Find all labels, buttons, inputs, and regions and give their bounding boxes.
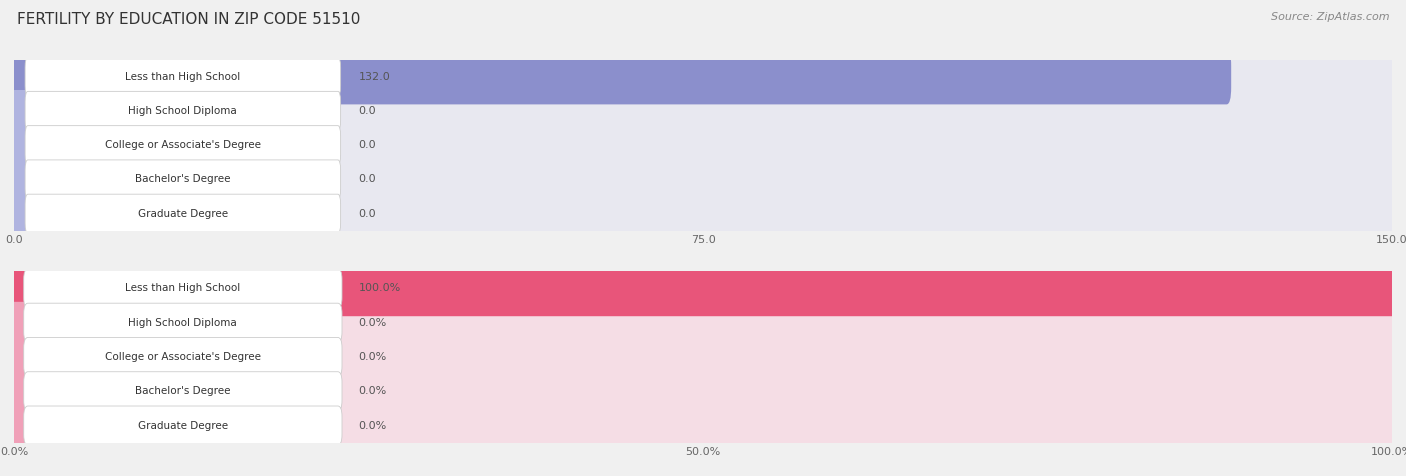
Bar [14, 374, 1392, 408]
FancyBboxPatch shape [25, 160, 340, 199]
Text: 0.0: 0.0 [359, 174, 377, 185]
FancyBboxPatch shape [10, 83, 1396, 139]
FancyBboxPatch shape [7, 261, 1399, 316]
FancyBboxPatch shape [25, 57, 340, 96]
Text: College or Associate's Degree: College or Associate's Degree [105, 352, 262, 362]
FancyBboxPatch shape [24, 406, 342, 445]
FancyBboxPatch shape [11, 124, 51, 166]
FancyBboxPatch shape [10, 49, 1232, 104]
Bar [14, 408, 1392, 443]
Bar [14, 162, 1392, 197]
FancyBboxPatch shape [7, 261, 1399, 316]
FancyBboxPatch shape [11, 193, 51, 235]
FancyBboxPatch shape [10, 152, 1396, 207]
FancyBboxPatch shape [7, 295, 1399, 350]
Text: High School Diploma: High School Diploma [128, 317, 238, 328]
Bar [14, 197, 1392, 231]
Bar [14, 340, 1392, 374]
Bar [14, 94, 1392, 128]
Text: 132.0: 132.0 [359, 71, 391, 82]
FancyBboxPatch shape [10, 336, 52, 378]
Text: Graduate Degree: Graduate Degree [138, 420, 228, 431]
FancyBboxPatch shape [25, 126, 340, 165]
FancyBboxPatch shape [24, 337, 342, 377]
FancyBboxPatch shape [25, 194, 340, 233]
Text: Bachelor's Degree: Bachelor's Degree [135, 174, 231, 185]
FancyBboxPatch shape [24, 372, 342, 411]
Text: 0.0: 0.0 [359, 140, 377, 150]
Text: College or Associate's Degree: College or Associate's Degree [105, 140, 262, 150]
Bar [14, 271, 1392, 306]
FancyBboxPatch shape [11, 159, 51, 200]
FancyBboxPatch shape [10, 49, 1396, 104]
Text: 0.0: 0.0 [359, 106, 377, 116]
Text: 0.0%: 0.0% [359, 317, 387, 328]
FancyBboxPatch shape [7, 398, 1399, 453]
FancyBboxPatch shape [10, 302, 52, 344]
Bar [14, 60, 1392, 94]
Text: Less than High School: Less than High School [125, 71, 240, 82]
FancyBboxPatch shape [24, 303, 342, 342]
FancyBboxPatch shape [10, 118, 1396, 173]
FancyBboxPatch shape [7, 329, 1399, 385]
Bar [14, 306, 1392, 340]
FancyBboxPatch shape [7, 364, 1399, 419]
Text: Source: ZipAtlas.com: Source: ZipAtlas.com [1271, 12, 1389, 22]
Text: 0.0: 0.0 [359, 208, 377, 219]
Text: Bachelor's Degree: Bachelor's Degree [135, 386, 231, 397]
FancyBboxPatch shape [24, 269, 342, 308]
Text: 100.0%: 100.0% [359, 283, 401, 294]
FancyBboxPatch shape [25, 91, 340, 130]
Text: 0.0%: 0.0% [359, 386, 387, 397]
FancyBboxPatch shape [11, 90, 51, 132]
Text: High School Diploma: High School Diploma [128, 106, 238, 116]
FancyBboxPatch shape [10, 370, 52, 412]
Text: 0.0%: 0.0% [359, 352, 387, 362]
Text: 0.0%: 0.0% [359, 420, 387, 431]
FancyBboxPatch shape [10, 186, 1396, 241]
Text: Less than High School: Less than High School [125, 283, 240, 294]
Text: FERTILITY BY EDUCATION IN ZIP CODE 51510: FERTILITY BY EDUCATION IN ZIP CODE 51510 [17, 12, 360, 27]
FancyBboxPatch shape [10, 405, 52, 446]
Bar [14, 128, 1392, 162]
Text: Graduate Degree: Graduate Degree [138, 208, 228, 219]
